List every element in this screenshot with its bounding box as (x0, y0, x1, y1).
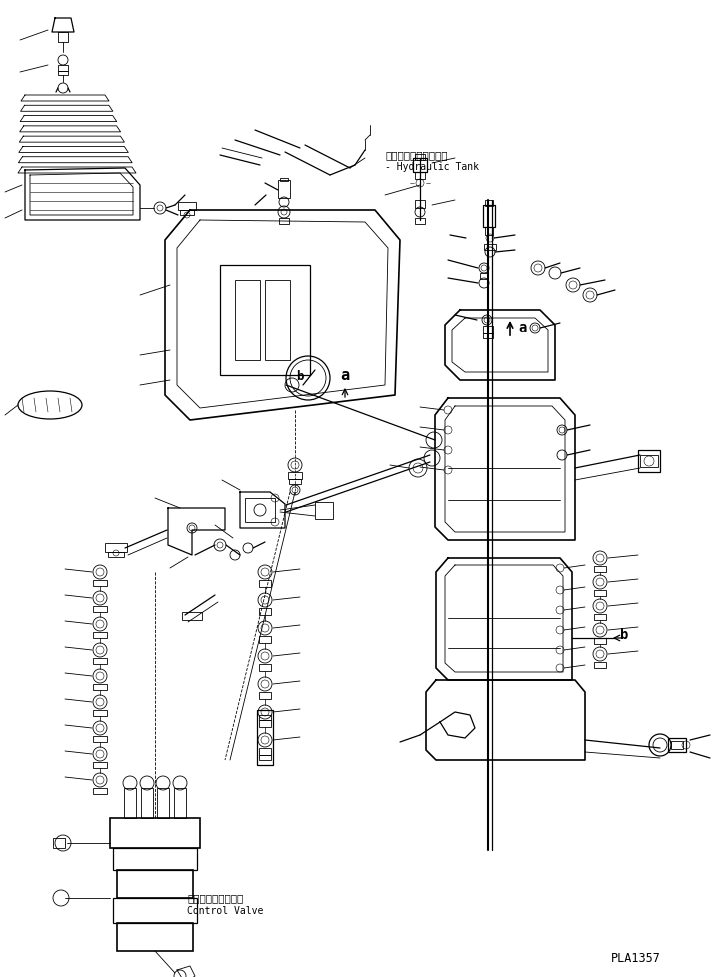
Bar (113, 848, 197, 870)
Bar (53, 838, 65, 848)
Bar (113, 898, 197, 923)
Bar (157, 788, 169, 818)
Bar (235, 280, 260, 360)
Bar (259, 755, 271, 760)
Bar (594, 590, 606, 596)
Bar (259, 580, 271, 587)
Bar (484, 244, 496, 250)
Bar (93, 710, 107, 716)
Bar (594, 614, 606, 620)
Text: b: b (620, 628, 628, 642)
Bar (483, 205, 495, 227)
Bar (257, 710, 273, 765)
Text: a: a (340, 367, 349, 383)
Bar (280, 178, 288, 181)
Bar (485, 200, 493, 206)
Bar (180, 210, 194, 215)
Bar (259, 692, 271, 699)
Bar (638, 450, 660, 472)
Bar (124, 788, 136, 818)
Bar (93, 580, 107, 586)
Bar (58, 65, 68, 71)
Bar (93, 736, 107, 742)
Bar (415, 200, 425, 208)
Bar (93, 762, 107, 768)
Bar (259, 608, 271, 615)
Bar (105, 543, 127, 552)
Bar (415, 172, 425, 179)
Bar (178, 202, 196, 210)
Bar (594, 566, 606, 572)
Bar (259, 748, 271, 755)
Bar (265, 280, 290, 360)
Bar (182, 612, 202, 620)
Bar (279, 218, 289, 224)
Bar (93, 658, 107, 664)
Text: a: a (518, 321, 526, 335)
Bar (415, 154, 425, 160)
Bar (415, 218, 425, 224)
Bar (117, 923, 193, 951)
Text: PLA1357: PLA1357 (611, 952, 661, 964)
Bar (108, 552, 124, 557)
Bar (110, 818, 200, 848)
Bar (289, 479, 301, 484)
Bar (259, 636, 271, 643)
Text: - Hydraulic Tank: - Hydraulic Tank (385, 162, 479, 172)
Bar (480, 273, 488, 279)
Text: Control Valve: Control Valve (187, 906, 263, 916)
Bar (58, 71, 68, 75)
Text: b: b (296, 369, 303, 383)
Bar (259, 664, 271, 671)
Bar (141, 788, 153, 818)
Bar (174, 788, 186, 818)
Bar (93, 684, 107, 690)
Text: コントロールバルブ: コントロールバルブ (187, 893, 243, 903)
Bar (640, 455, 658, 467)
Bar (93, 788, 107, 794)
Bar (594, 638, 606, 644)
Bar (259, 715, 271, 720)
Bar (278, 180, 290, 198)
Bar (315, 502, 333, 519)
Bar (594, 662, 606, 668)
Bar (483, 333, 493, 338)
Bar (288, 472, 302, 479)
Bar (485, 227, 493, 235)
Bar (259, 720, 271, 727)
Bar (220, 265, 310, 375)
Bar (117, 870, 193, 898)
Bar (93, 606, 107, 612)
Bar (245, 498, 275, 522)
Text: ハイドロリックタンク: ハイドロリックタンク (385, 150, 447, 160)
Bar (413, 158, 427, 172)
Bar (671, 741, 683, 749)
Bar (93, 632, 107, 638)
Bar (668, 738, 686, 752)
Bar (483, 326, 493, 333)
